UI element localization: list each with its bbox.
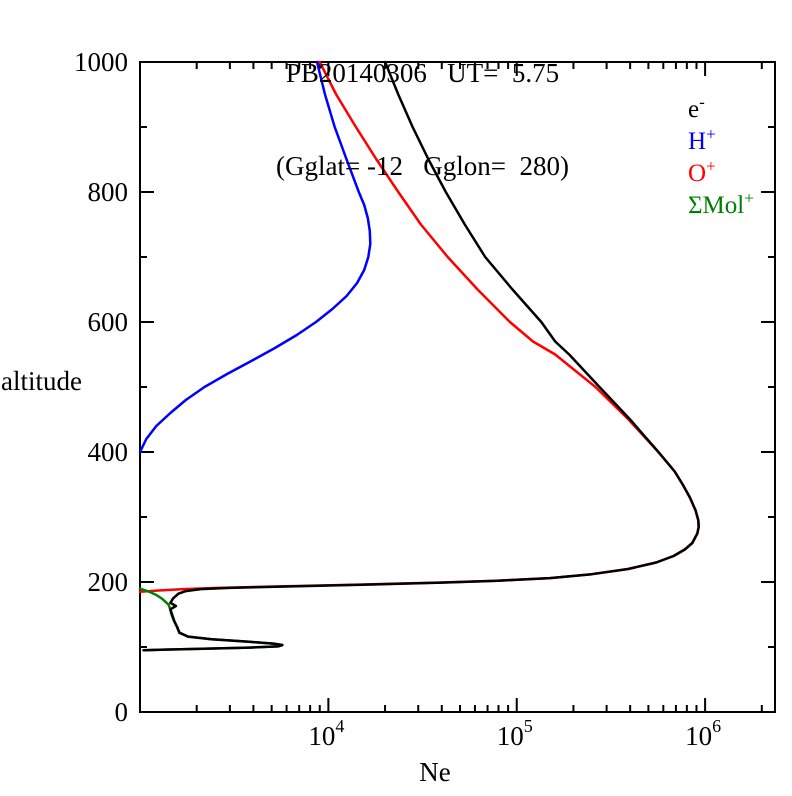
x-tick-label: 106 <box>685 716 721 751</box>
legend-item-h: H+ <box>688 124 716 155</box>
y-tick-label: 1000 <box>74 47 128 77</box>
x-axis-label: Ne <box>419 757 451 787</box>
curve-mol-plus <box>138 587 284 652</box>
legend-item-mol: ΣMol+ <box>688 188 754 219</box>
x-tick-label: 105 <box>497 716 533 751</box>
legend-item-e: e- <box>688 92 705 123</box>
title-block: PB20140306 UT= 5.75 (Gglat= -12 Gglon= 2… <box>105 0 740 244</box>
curve-e-minus <box>142 60 700 652</box>
axis-ticks <box>140 61 775 713</box>
curve-h-plus <box>138 60 372 454</box>
chart-subtitle: (Gglat= -12 Gglon= 280) <box>276 151 569 181</box>
y-tick-label: 400 <box>88 437 129 467</box>
legend: e- H+ O+ ΣMol+ <box>688 94 754 222</box>
y-tick-label: 600 <box>88 307 129 337</box>
x-tick-label: 104 <box>308 716 344 751</box>
y-tick-label: 0 <box>115 697 129 727</box>
y-axis-label: altitude <box>1 366 82 396</box>
y-tick-label: 800 <box>88 177 129 207</box>
legend-item-o: O+ <box>688 156 716 187</box>
tick-labels: 0 200 400 600 800 1000 104 105 106 <box>74 47 721 751</box>
y-tick-label: 200 <box>88 567 129 597</box>
chart-title: PB20140306 UT= 5.75 <box>285 58 560 88</box>
